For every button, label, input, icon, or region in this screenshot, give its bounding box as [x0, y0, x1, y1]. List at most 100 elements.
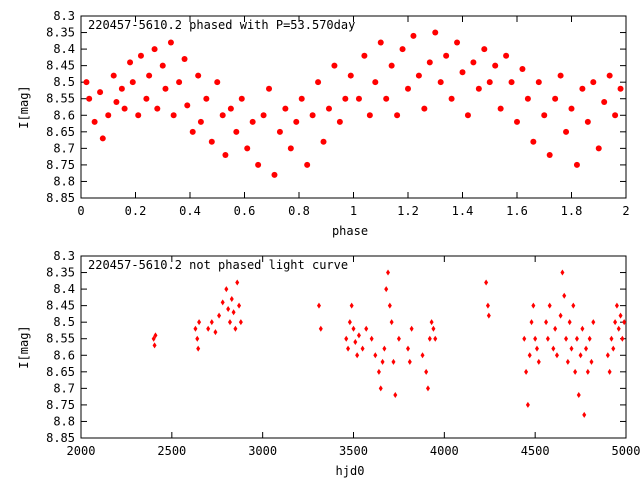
y-axis-ticks: 8.3 8.35 8.4 8.45 8.5 8.55 8.6 8.65 8.7 8.75 8.8 8.… [46, 249, 626, 445]
y-tick: 8.5 [53, 315, 626, 329]
x-tick: 3500 [339, 256, 368, 458]
data-point [410, 32, 417, 39]
y-tick-label: 8.45 [46, 59, 75, 73]
x-tick: 4000 [430, 256, 459, 458]
x-tick: 4500 [521, 256, 550, 458]
y-tick-label: 8.75 [46, 398, 75, 412]
plot-frame [80, 15, 627, 199]
x-tick: 1.8 [561, 16, 582, 218]
data-point [193, 325, 198, 332]
data-point [524, 95, 531, 102]
data-point [113, 99, 120, 106]
data-point [557, 72, 564, 79]
data-point [529, 319, 534, 326]
data-point [484, 279, 489, 286]
data-point [309, 112, 316, 119]
y-tick-label: 8.7 [53, 381, 75, 395]
y-tick: 8.35 [46, 26, 626, 40]
data-point [606, 72, 613, 79]
data-point [316, 302, 321, 309]
y-tick-label: 8.8 [53, 174, 75, 188]
data-point [580, 325, 585, 332]
data-point [393, 391, 398, 398]
data-point [373, 352, 378, 359]
y-tick: 8.85 [46, 191, 626, 205]
data-point [331, 62, 338, 69]
data-point [220, 299, 225, 306]
phased-light-curve-panel: 8.3 8.35 8.4 8.45 8.5 8.55 8.6 8.65 8.7 8.75 8.8 8.… [17, 9, 630, 238]
data-point [271, 171, 278, 178]
data-point [481, 46, 488, 53]
data-point [249, 118, 256, 125]
data-point [492, 62, 499, 69]
x-axis-label: phase [332, 224, 368, 238]
data-point [293, 118, 300, 125]
data-point [298, 95, 305, 102]
data-point [355, 95, 362, 102]
data-point [219, 112, 226, 119]
data-point [121, 105, 128, 112]
data-point [553, 325, 558, 332]
x-tick-label: 2500 [157, 444, 186, 458]
x-tick-label: 3500 [339, 444, 368, 458]
x-tick: 0.4 [179, 16, 201, 218]
data-point [519, 65, 526, 72]
y-tick-label: 8.55 [46, 92, 75, 106]
data-point [443, 52, 450, 59]
data-point [355, 352, 360, 359]
x-tick: 2000 [67, 256, 95, 458]
data-point [153, 332, 158, 339]
x-tick: 0 [77, 16, 85, 218]
y-tick-label: 8.35 [46, 26, 75, 40]
data-point [238, 95, 245, 102]
y-tick: 8.85 [46, 431, 626, 445]
data-point [162, 85, 169, 92]
data-point [229, 296, 234, 303]
x-tick-label: 0.6 [234, 204, 256, 218]
data-point [420, 352, 425, 359]
data-point [233, 325, 238, 332]
data-point [135, 112, 142, 119]
data-point [233, 128, 240, 135]
unphased-light-curve-panel: 8.3 8.35 8.4 8.45 8.5 8.55 8.6 8.65 8.7 8.75 8.8 8.… [17, 249, 640, 478]
x-tick: 1.2 [397, 16, 419, 218]
data-point [342, 95, 349, 102]
data-point [347, 72, 354, 79]
data-point [569, 345, 574, 352]
data-point [574, 335, 579, 342]
y-tick-label: 8.85 [46, 191, 75, 205]
data-point [579, 85, 586, 92]
y-tick: 8.3 [53, 249, 626, 263]
x-axis-ticks: 2000 2500 3000 3500 4000 4500 5000 [67, 256, 640, 458]
data-point [351, 325, 356, 332]
data-point [589, 358, 594, 365]
x-tick: 2500 [157, 256, 186, 458]
data-point [195, 72, 202, 79]
y-tick: 8.45 [46, 59, 626, 73]
data-point [217, 312, 222, 319]
data-point [209, 319, 214, 326]
x-tick-label: 1 [350, 204, 357, 218]
data-point [320, 138, 327, 145]
data-point [415, 72, 422, 79]
data-point [97, 89, 104, 96]
data-point [568, 105, 575, 112]
data-point [564, 335, 569, 342]
data-point [380, 358, 385, 365]
y-tick-label: 8.55 [46, 332, 75, 346]
data-point [534, 345, 539, 352]
data-point [560, 269, 565, 276]
data-point [571, 302, 576, 309]
data-point [176, 79, 183, 86]
data-point [584, 345, 589, 352]
x-tick-label: 0.2 [125, 204, 147, 218]
data-point [184, 102, 191, 109]
data-point [497, 105, 504, 112]
data-point [237, 302, 242, 309]
data-point [431, 325, 436, 332]
data-point [591, 319, 596, 326]
data-point [235, 279, 240, 286]
data-point [558, 312, 563, 319]
y-tick-label: 8.4 [53, 282, 75, 296]
y-tick-label: 8.5 [53, 75, 75, 89]
